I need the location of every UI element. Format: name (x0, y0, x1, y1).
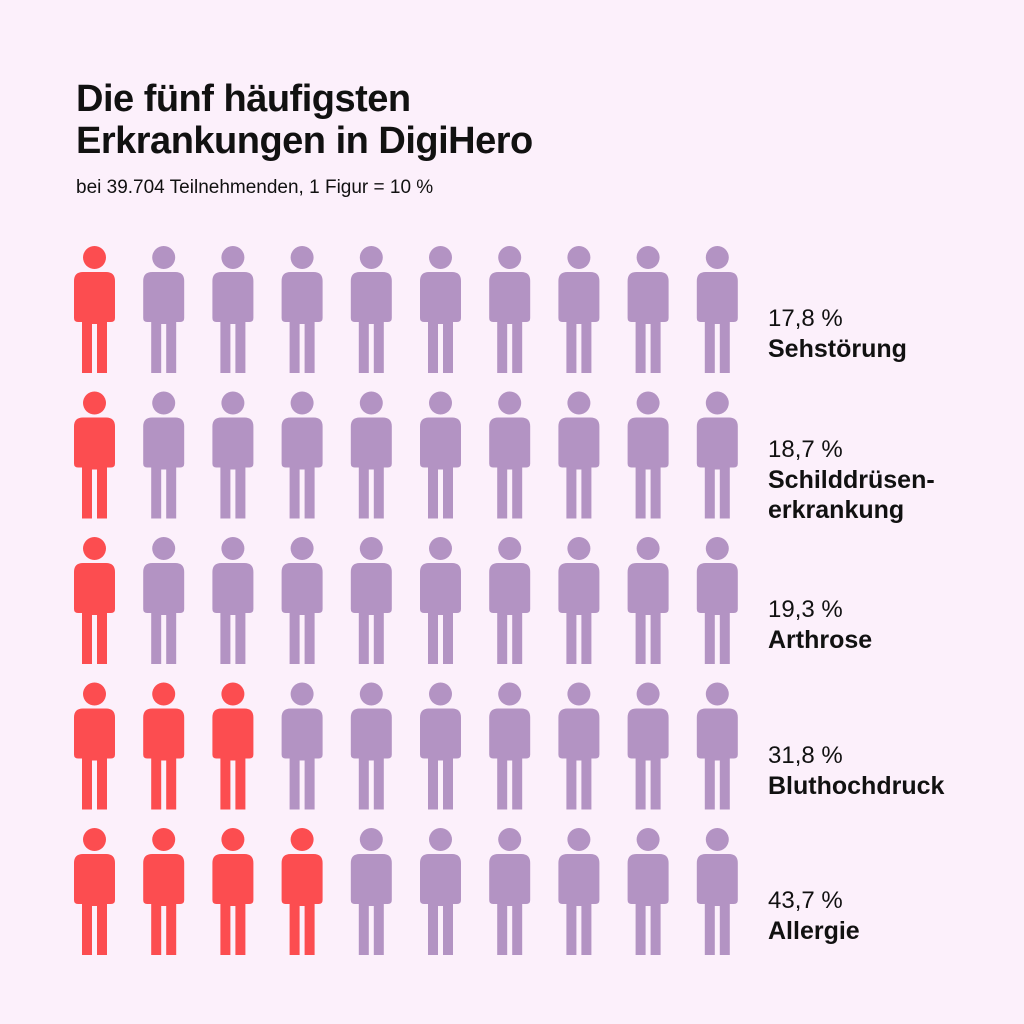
person-figure-partial-base (281, 682, 323, 810)
value-label: 43,7 % (768, 887, 843, 914)
category-label: Schilddrüsen- (768, 465, 935, 494)
value-label: 17,8 % (768, 305, 843, 332)
person-figure-partial-base (143, 537, 185, 664)
pictogram-row-5 (74, 828, 738, 955)
person-figure (627, 537, 669, 664)
person-figure (420, 391, 461, 519)
person-figure (627, 246, 669, 373)
person-figure (350, 682, 392, 810)
category-label: Bluthochdruck (768, 771, 945, 800)
person-figure (696, 391, 738, 519)
person-figure (627, 682, 669, 810)
value-label: 31,8 % (768, 741, 843, 769)
row-label-5: 43,7 % Allergie (768, 886, 1018, 946)
value-label: 19,3 % (768, 596, 843, 623)
chart-title: Die fünf häufigsten Erkrankungen in Digi… (76, 78, 776, 162)
person-figure (558, 682, 600, 810)
row-label-2: 18,7 % Schilddrüsen-erkrankung (768, 435, 1018, 525)
person-figure-highlighted (74, 682, 115, 810)
pictogram-row-3 (74, 537, 738, 664)
person-figure (350, 391, 392, 519)
person-figure (696, 828, 738, 955)
person-figure (350, 537, 392, 664)
person-figure (489, 391, 531, 519)
person-figure (212, 391, 254, 519)
person-figure (350, 246, 392, 373)
person-figure-highlighted (74, 537, 115, 664)
person-figure-partial-base (143, 246, 185, 373)
category-label: Allergie (768, 917, 860, 945)
person-figure (489, 246, 531, 373)
person-figure (489, 682, 531, 810)
pictogram-row-4 (74, 682, 738, 810)
chart-title-line-2: Erkrankungen in DigiHero (76, 120, 533, 162)
person-figure (696, 246, 738, 373)
person-figure-highlighted (212, 682, 254, 810)
person-figure (627, 828, 669, 955)
person-figure (558, 391, 600, 519)
person-figure-highlighted (281, 828, 323, 955)
row-label-4: 31,8 % Bluthochdruck (768, 741, 1018, 801)
person-figure-highlighted (74, 828, 115, 955)
person-figure-highlighted (143, 682, 185, 810)
category-label: Sehstörung (768, 335, 907, 363)
person-figure (489, 828, 531, 955)
person-figure-partial-base (143, 391, 185, 519)
person-figure (627, 391, 669, 519)
row-label-3: 19,3 % Arthrose (768, 595, 1018, 655)
person-figure (696, 682, 738, 810)
person-figure (281, 537, 323, 664)
person-figure (420, 682, 461, 810)
person-figure-highlighted (143, 828, 185, 955)
pictogram-row-1 (74, 246, 738, 373)
chart-subtitle: bei 39.704 Teilnehmenden, 1 Figur = 10 % (76, 177, 434, 198)
person-figure-highlighted (74, 391, 115, 519)
chart-title-line-1: Die fünf häufigsten (76, 78, 411, 120)
person-figure (420, 537, 461, 664)
person-figure (281, 391, 323, 519)
category-label: Arthrose (768, 626, 873, 654)
row-label-1: 17,8 % Sehstörung (768, 304, 1018, 364)
person-figure (281, 246, 323, 373)
value-label: 18,7 % (768, 435, 843, 463)
category-label: erkrankung (768, 495, 905, 524)
person-figure (420, 828, 461, 955)
person-figure-highlighted (74, 246, 115, 373)
person-figure (558, 246, 600, 373)
person-figure (696, 537, 738, 664)
pictogram-row-2 (74, 391, 738, 519)
person-figure-highlighted (212, 828, 254, 955)
person-figure (212, 537, 254, 664)
person-figure (212, 246, 254, 373)
person-figure (489, 537, 531, 664)
person-figure (558, 828, 600, 955)
person-figure (420, 246, 461, 373)
person-figure-partial-base (350, 828, 392, 955)
person-figure (558, 537, 600, 664)
